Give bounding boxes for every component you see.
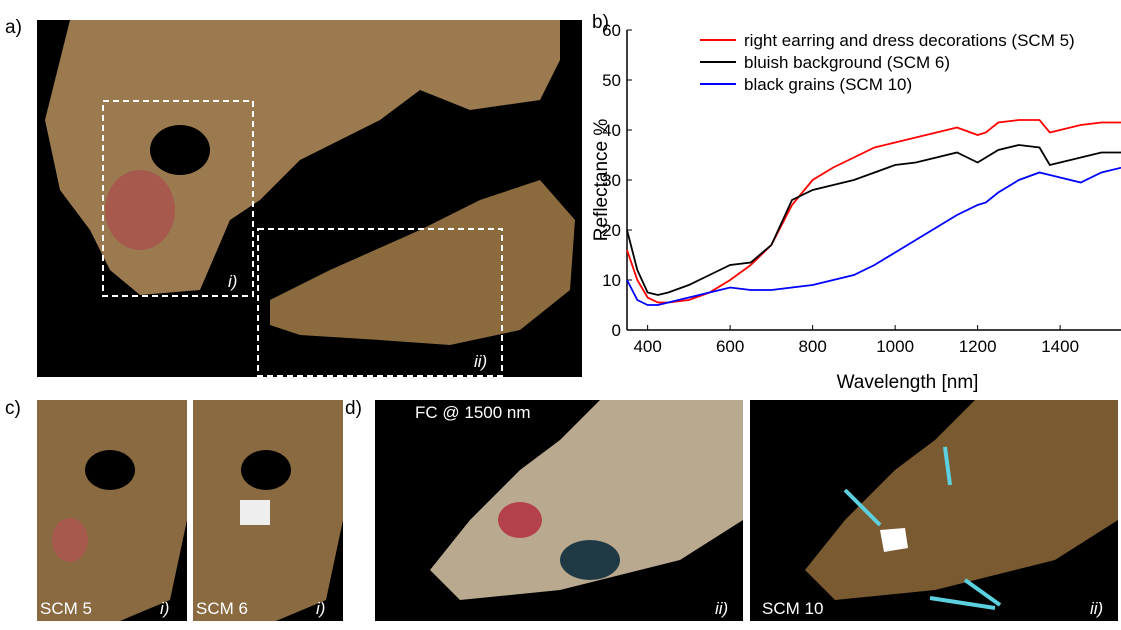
inset-label: i) <box>160 599 169 618</box>
y-tick-label: 10 <box>602 271 621 290</box>
series-line <box>627 120 1121 303</box>
inset-label: i) <box>228 272 237 291</box>
legend-label: bluish background (SCM 6) <box>744 53 950 72</box>
artwork-fragment <box>37 400 187 621</box>
image-caption: FC @ 1500 nm <box>415 403 531 422</box>
y-tick-label: 50 <box>602 71 621 90</box>
artwork-detail <box>105 170 175 250</box>
artwork-hole <box>150 125 210 175</box>
image-caption: SCM 6 <box>196 599 248 618</box>
highlight-pixels <box>240 500 270 525</box>
figure: i) ii) a) c) SCM 5 i) SCM 6 i) d) FC @ 1… <box>0 0 1121 625</box>
x-tick-label: 400 <box>633 337 661 356</box>
artwork-hole <box>85 450 135 490</box>
highlight-pixels <box>880 528 908 552</box>
artwork-hole <box>241 450 291 490</box>
x-axis-label: Wavelength [nm] <box>837 372 979 393</box>
artwork-detail <box>560 540 620 580</box>
image-caption: SCM 10 <box>762 599 823 618</box>
legend-label: right earring and dress decorations (SCM… <box>744 31 1075 50</box>
inset-label: ii) <box>1090 599 1103 618</box>
panel-label: d) <box>345 398 362 419</box>
panel-label: a) <box>5 17 22 38</box>
y-axis-label: Reflectance % <box>591 119 612 242</box>
x-tick-label: 1200 <box>959 337 997 356</box>
y-tick-label: 60 <box>602 21 621 40</box>
y-tick-label: 0 <box>612 321 621 340</box>
image-caption: SCM 5 <box>40 599 92 618</box>
legend-label: black grains (SCM 10) <box>744 75 912 94</box>
artwork-detail <box>52 518 88 562</box>
x-tick-label: 600 <box>716 337 744 356</box>
inset-label: ii) <box>474 352 487 371</box>
series-line <box>627 145 1121 295</box>
artwork-detail <box>498 502 542 538</box>
panel-label: c) <box>5 398 21 419</box>
series-line <box>627 163 1121 306</box>
x-tick-label: 1000 <box>876 337 914 356</box>
inset-label: i) <box>316 599 325 618</box>
inset-label: ii) <box>715 599 728 618</box>
x-tick-label: 800 <box>798 337 826 356</box>
x-tick-label: 1400 <box>1041 337 1079 356</box>
